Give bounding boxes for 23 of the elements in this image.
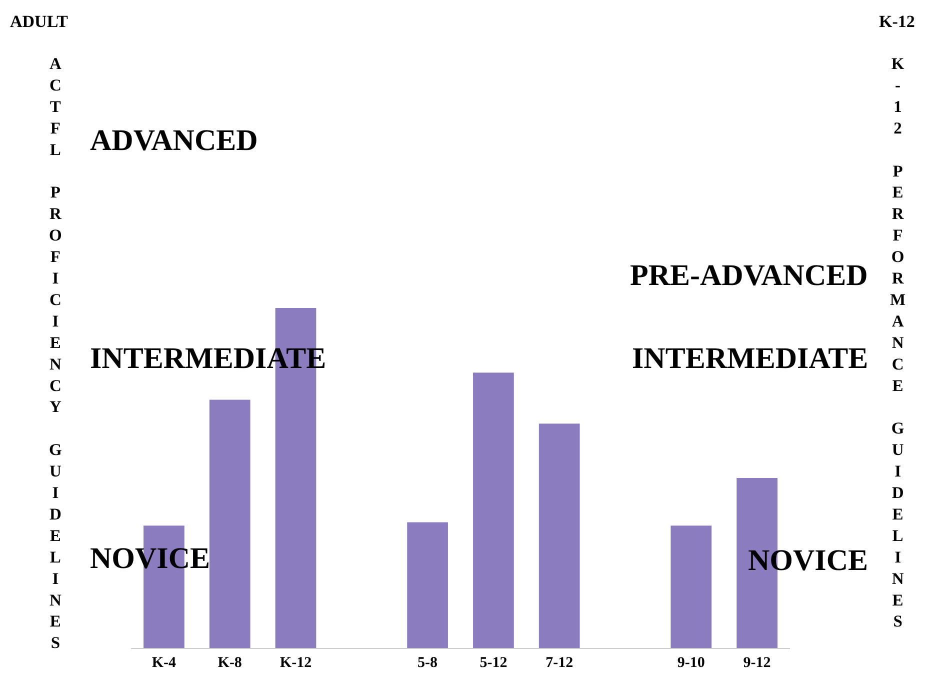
bar	[538, 424, 580, 648]
x-tick-label: K-4	[152, 655, 177, 671]
text: PRE-ADVANCED	[630, 259, 868, 292]
bar	[473, 372, 514, 648]
x-tick-label: 7-12	[546, 655, 574, 671]
annotation: NOVICE	[748, 544, 868, 577]
bar	[407, 522, 448, 648]
text: ADVANCED	[90, 124, 258, 157]
text: K-12	[879, 12, 915, 31]
annotation: INTERMEDIATE	[90, 342, 326, 375]
x-tick-label: 9-10	[677, 655, 705, 671]
x-tick-label: 9-12	[743, 655, 771, 671]
x-tick-label: K-12	[280, 655, 312, 671]
bar	[209, 400, 250, 648]
x-tick-label: K-8	[218, 655, 242, 671]
text: K-12 PERFORMANCE GUIDELINES	[890, 54, 906, 631]
x-tick-label: 5-12	[480, 655, 508, 671]
bar	[670, 526, 712, 648]
text: ADULT	[10, 12, 69, 31]
x-tick-label: 5-8	[418, 655, 438, 671]
annotation: NOVICE	[90, 542, 210, 575]
annotation: INTERMEDIATE	[632, 342, 868, 375]
text: ACTFL PROFICIENCY GUIDELINES	[49, 54, 62, 652]
